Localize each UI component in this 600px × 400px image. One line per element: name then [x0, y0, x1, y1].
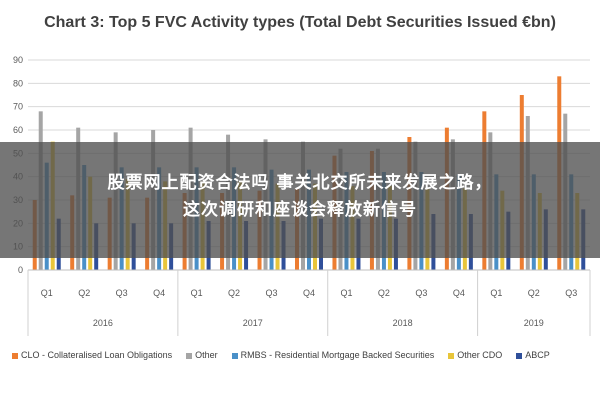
y-tick-label: 70 [13, 102, 23, 112]
x-tick-label: Q3 [565, 288, 577, 298]
x-tick-label: Q1 [340, 288, 352, 298]
x-group-label: 2017 [243, 318, 263, 328]
legend-label: RMBS - Residential Mortgage Backed Secur… [240, 350, 435, 360]
x-group-label: 2019 [524, 318, 544, 328]
x-tick-label: Q3 [116, 288, 128, 298]
x-tick-label: Q1 [41, 288, 53, 298]
legend-item: CLO - Collateralised Loan Obligations [12, 350, 172, 360]
headline-text: 股票网上配资合法吗 事关北交所未来发展之路， 这次调研和座谈会释放新信号 [0, 170, 600, 224]
legend-item: Other CDO [448, 350, 502, 360]
legend-item: ABCP [516, 350, 550, 360]
y-tick-label: 60 [13, 125, 23, 135]
x-tick-label: Q3 [415, 288, 427, 298]
x-tick-label: Q2 [78, 288, 90, 298]
legend-swatch [448, 352, 455, 359]
x-group-label: 2016 [93, 318, 113, 328]
legend-item: Other [186, 350, 218, 360]
x-tick-label: Q4 [153, 288, 165, 298]
x-tick-label: Q2 [528, 288, 540, 298]
y-tick-label: 90 [13, 55, 23, 65]
headline-line-2: 这次调研和座谈会释放新信号 [183, 200, 417, 220]
x-tick-label: Q4 [453, 288, 465, 298]
chart-title: Chart 3: Top 5 FVC Activity types (Total… [44, 14, 556, 31]
x-group-label: 2018 [393, 318, 413, 328]
x-tick-label: Q1 [191, 288, 203, 298]
x-tick-label: Q1 [490, 288, 502, 298]
legend-label: Other CDO [457, 350, 503, 360]
chart-legend: CLO - Collateralised Loan Obligations Oth… [12, 350, 600, 360]
legend-label: CLO - Collateralised Loan Obligations [21, 350, 173, 360]
x-tick-label: Q3 [266, 288, 278, 298]
legend-swatch [516, 352, 523, 359]
x-tick-label: Q2 [378, 288, 390, 298]
legend-label: Other [195, 350, 218, 360]
legend-swatch [186, 352, 193, 359]
x-tick-label: Q2 [228, 288, 240, 298]
headline-overlay [0, 142, 600, 258]
y-tick-label: 0 [18, 265, 23, 275]
x-tick-label: Q4 [303, 288, 315, 298]
legend-swatch [12, 352, 18, 359]
legend-item: RMBS - Residential Mortgage Backed Secur… [231, 350, 435, 360]
headline-line-1: 股票网上配资合法吗 事关北交所未来发展之路， [107, 173, 493, 193]
legend-label: ABCP [525, 350, 550, 360]
y-tick-label: 80 [13, 78, 23, 88]
legend-swatch [231, 352, 238, 359]
